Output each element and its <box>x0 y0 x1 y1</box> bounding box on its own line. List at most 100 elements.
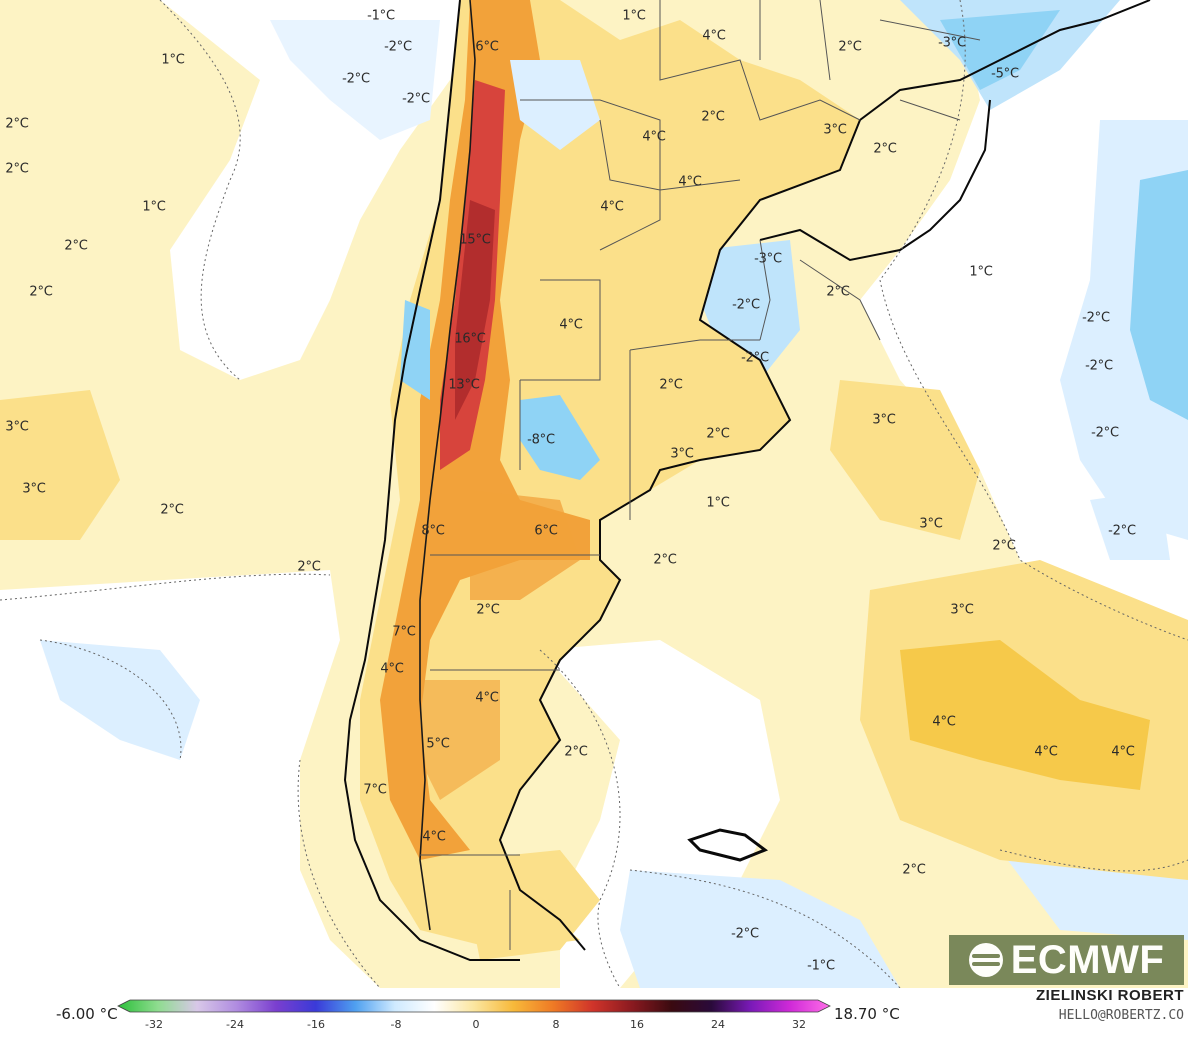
cold-inland-cuyo <box>510 60 600 150</box>
contour-label: 4°C <box>380 661 404 677</box>
ecmwf-logo: ECMWF <box>949 935 1184 985</box>
contour-label: -2°C <box>1108 523 1136 539</box>
borders-brazil <box>659 0 981 341</box>
contour-label: 7°C <box>363 782 387 798</box>
contour-label: 4°C <box>642 129 666 145</box>
temperature-anomaly-map: -1°C 1°C 4°C 2°C -2°C -3°C -5°C 1°C -2°C… <box>0 0 1188 988</box>
contour-label: 2°C <box>476 602 500 618</box>
contour-label: 1°C <box>969 264 993 280</box>
colorbar-tick: 32 <box>792 1018 806 1031</box>
contour-label: 2°C <box>564 744 588 760</box>
contour-label: 6°C <box>475 39 499 55</box>
contour-label: 4°C <box>1034 744 1058 760</box>
map-canvas <box>0 0 1188 988</box>
contour-label: 2°C <box>653 552 677 568</box>
colorbar-min-label: -6.00 °C <box>56 1005 118 1023</box>
contour-label: 4°C <box>422 829 446 845</box>
contour-label: -1°C <box>807 958 835 974</box>
contour-label: -2°C <box>1082 310 1110 326</box>
contour-label: 3°C <box>670 446 694 462</box>
coastline-atlantic <box>498 0 1151 951</box>
contour-label: 16°C <box>454 331 486 347</box>
contour-label: 7°C <box>392 624 416 640</box>
contour-label: 13°C <box>448 377 480 393</box>
contour-label: 4°C <box>932 714 956 730</box>
cold-patch-southwest <box>40 640 200 760</box>
coastline-chile <box>343 0 520 961</box>
contour-label: -2°C <box>1085 358 1113 374</box>
colorbar-tick: -32 <box>145 1018 163 1031</box>
contour-label: 3°C <box>919 516 943 532</box>
colorbar-tick: -24 <box>226 1018 244 1031</box>
contour-label: 2°C <box>659 377 683 393</box>
zero-contours <box>0 0 1188 988</box>
contour-label: 2°C <box>5 116 29 132</box>
contour-label: 2°C <box>873 141 897 157</box>
contour-label: -2°C <box>731 926 759 942</box>
contour-label: 4°C <box>559 317 583 333</box>
author-email: HELLO@ROBERTZ.CO <box>1058 1008 1184 1023</box>
contour-label: 1°C <box>622 8 646 24</box>
contour-label: 3°C <box>872 412 896 428</box>
chile-coast-cold <box>400 300 430 400</box>
contour-label: 3°C <box>823 122 847 138</box>
contour-label: -1°C <box>367 8 395 24</box>
contour-label: 1°C <box>142 199 166 215</box>
contour-label: -2°C <box>732 297 760 313</box>
cold-patch-mid-atl <box>1090 490 1170 560</box>
contour-label: 4°C <box>1111 744 1135 760</box>
contour-label: 3°C <box>5 419 29 435</box>
colorbar-strip <box>117 999 831 1013</box>
contour-label: -8°C <box>527 432 555 448</box>
contour-label: 2°C <box>701 109 725 125</box>
andes-dark-core <box>455 200 495 420</box>
andes-orange-band <box>380 0 590 860</box>
contour-label: 8°C <box>421 523 445 539</box>
contour-label: -3°C <box>938 35 966 51</box>
colorbar-tick: -8 <box>390 1018 402 1031</box>
contour-label: 2°C <box>706 426 730 442</box>
contour-label: 2°C <box>29 284 53 300</box>
provincial-borders <box>420 99 760 950</box>
coastline-uruguay <box>759 99 991 262</box>
colorbar-legend <box>0 988 1188 1035</box>
warm-core-southeast <box>900 640 1150 790</box>
cold-patch-south <box>620 870 900 988</box>
falkland-islands <box>687 828 769 862</box>
warm-zone-west <box>0 390 120 540</box>
colorbar-tick: 24 <box>711 1018 725 1031</box>
colorbar-tick: -16 <box>307 1018 325 1031</box>
contour-label: -2°C <box>402 91 430 107</box>
author-name: ZIELINSKI ROBERT <box>1035 987 1184 1004</box>
contour-label: 2°C <box>826 284 850 300</box>
warm-zone-mid <box>830 380 980 540</box>
contour-label: -2°C <box>384 39 412 55</box>
contour-label: -3°C <box>754 251 782 267</box>
contour-label: 3°C <box>950 602 974 618</box>
patagonia-orange <box>470 490 580 600</box>
patagonia-south-orange <box>420 680 500 800</box>
contour-label: 2°C <box>160 502 184 518</box>
cold-patch-nw <box>270 20 440 140</box>
contour-label: -2°C <box>741 350 769 366</box>
cold-inland-mendoza <box>520 395 600 480</box>
contour-label: 4°C <box>678 174 702 190</box>
colorbar-tick: 8 <box>552 1018 560 1031</box>
contour-label: -2°C <box>1091 425 1119 441</box>
border-chile-argentina <box>419 0 476 931</box>
contour-label: 2°C <box>64 238 88 254</box>
contour-label: 2°C <box>297 559 321 575</box>
contour-label: 4°C <box>702 28 726 44</box>
ecmwf-logo-text: ECMWF <box>1010 937 1165 982</box>
contour-label: 2°C <box>838 39 862 55</box>
colorbar-tick: 0 <box>472 1018 480 1031</box>
cold-patch-brazil-deep <box>940 10 1060 90</box>
contour-label: 15°C <box>459 232 491 248</box>
colorbar <box>117 999 831 1013</box>
colorbar-max-label: 18.70 °C <box>834 1005 900 1023</box>
contour-label: 3°C <box>22 481 46 497</box>
cold-patch-east-deep <box>1130 170 1188 420</box>
ecmwf-logo-icon <box>968 943 1003 977</box>
contour-label: 1°C <box>706 495 730 511</box>
contour-label: 1°C <box>161 52 185 68</box>
